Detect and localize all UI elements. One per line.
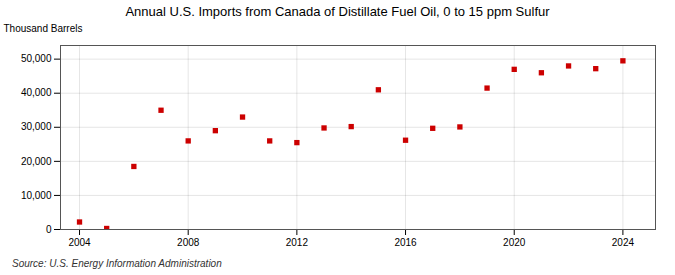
svg-text:0: 0 bbox=[46, 224, 52, 235]
svg-text:50,000: 50,000 bbox=[21, 53, 52, 64]
html-text:Annual U.S. Imports from Canad: Annual U.S. Imports from Canada of Disti… bbox=[125, 4, 550, 19]
svg-text:Thousand Barrels: Thousand Barrels bbox=[4, 23, 83, 34]
svg-text:40,000: 40,000 bbox=[21, 87, 52, 98]
svg-text:30,000: 30,000 bbox=[21, 121, 52, 132]
html-text:Source: U.S. Energy Informatio: Source: U.S. Energy Information Administ… bbox=[12, 258, 222, 269]
svg-text:2012: 2012 bbox=[286, 237, 309, 248]
svg-text:10,000: 10,000 bbox=[21, 190, 52, 201]
svg-text:2004: 2004 bbox=[68, 237, 91, 248]
svg-text:20,000: 20,000 bbox=[21, 156, 52, 167]
svg-text:2008: 2008 bbox=[177, 237, 200, 248]
svg-text:2016: 2016 bbox=[394, 237, 417, 248]
svg-text:2020: 2020 bbox=[503, 237, 526, 248]
svg-text:2024: 2024 bbox=[612, 237, 635, 248]
